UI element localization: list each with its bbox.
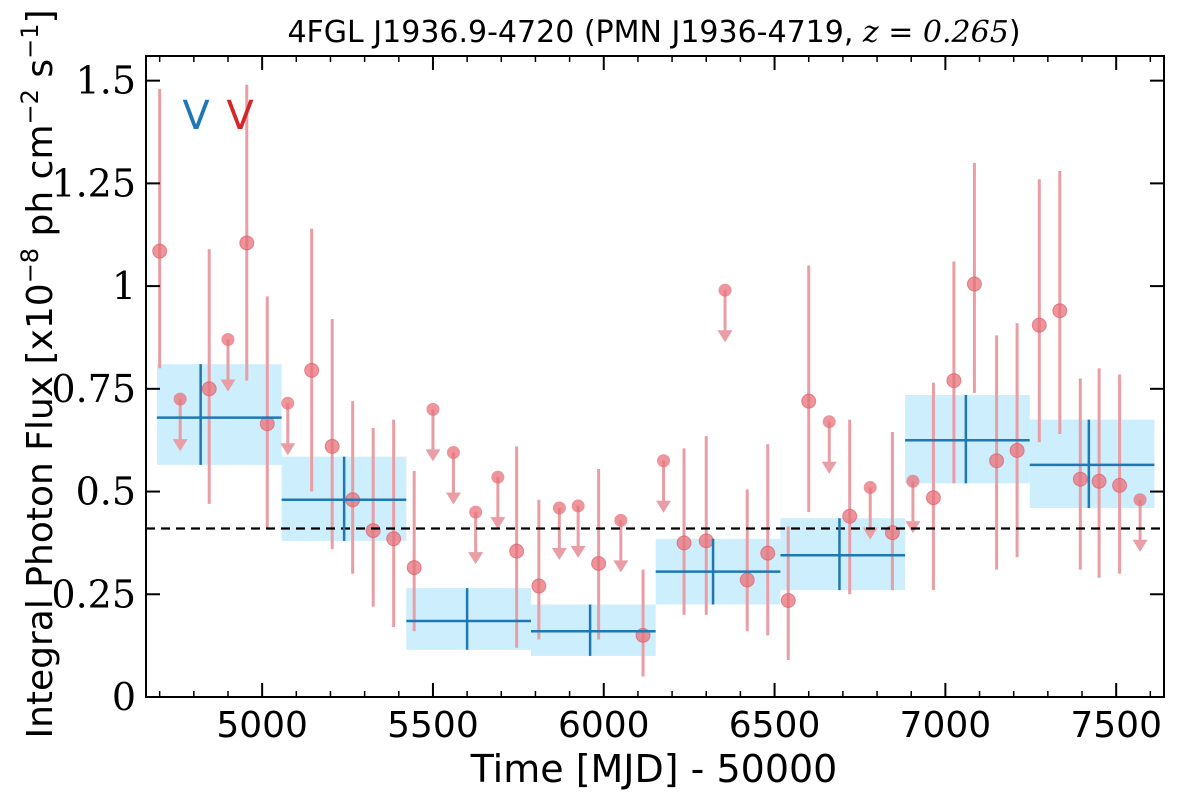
y-tick-label-2: 0.5 — [76, 470, 136, 514]
upper-limit-arrow-1 — [220, 379, 236, 392]
upper-limit-arrow-7 — [551, 547, 567, 560]
x-axis-label: Time [MJD] - 50000 — [470, 747, 838, 791]
x-axis: 5000 5500 6000 6500 7000 7500 — [158, 56, 1162, 746]
data-point-25 — [989, 453, 1005, 469]
data-point-8 — [386, 531, 402, 547]
marker-v-blue: V — [182, 93, 210, 139]
x-tick-label-1: 5500 — [387, 705, 479, 746]
plot-frame — [145, 55, 1165, 698]
y-tick-label-3: 0.75 — [51, 367, 136, 411]
upper-limit-point-5 — [469, 505, 483, 519]
data-point-16 — [739, 572, 755, 588]
x-tick-label-5: 7500 — [1070, 705, 1162, 746]
plot-area — [146, 84, 1164, 677]
data-point-7 — [365, 523, 381, 539]
data-point-3 — [259, 416, 275, 432]
data-point-19 — [801, 393, 817, 409]
upper-limit-arrow-8 — [570, 545, 586, 558]
upper-limit-arrow-0 — [172, 439, 188, 452]
y-tick-label-4: 1 — [112, 264, 136, 308]
data-point-4 — [304, 362, 320, 378]
upper-limit-arrow-10 — [656, 500, 672, 513]
data-point-24 — [966, 276, 982, 292]
binned-box-0 — [156, 364, 282, 465]
upper-limit-arrow-6 — [490, 517, 506, 530]
upper-limit-arrow-14 — [905, 521, 921, 534]
x-tick-label-4: 7000 — [900, 705, 992, 746]
data-point-17 — [760, 545, 776, 561]
marker-v-red: V — [226, 93, 254, 139]
data-point-20 — [842, 508, 858, 524]
upper-limit-point-15 — [1133, 493, 1147, 507]
data-point-15 — [698, 533, 714, 549]
upper-limit-arrow-4 — [445, 492, 461, 505]
upper-limit-point-11 — [718, 283, 732, 297]
x-tick-label-2: 6000 — [558, 705, 650, 746]
binned-series — [156, 364, 1155, 656]
x-tick-label-3: 6500 — [729, 705, 821, 746]
y-axis: 0 0.25 0.5 0.75 1 1.25 1.5 — [51, 59, 1164, 719]
y-tick-label-0: 0 — [112, 675, 136, 719]
data-point-30 — [1091, 473, 1107, 489]
upper-limit-arrow-15 — [1132, 539, 1148, 552]
upper-limit-point-13 — [863, 480, 877, 494]
data-point-26 — [1009, 442, 1025, 458]
data-point-23 — [946, 373, 962, 389]
upper-limit-point-3 — [426, 402, 440, 416]
upper-limit-arrow-9 — [613, 560, 629, 573]
data-point-22 — [925, 490, 941, 506]
upper-limits-series — [172, 283, 1148, 573]
y-tick-label-6: 1.5 — [76, 59, 136, 103]
data-point-0 — [152, 243, 168, 259]
y-axis-label: Integral Photon Flux [x10−8 ph cm−2 s−1] — [16, 9, 61, 738]
data-point-27 — [1031, 317, 1047, 333]
point-errorbars — [158, 84, 1122, 677]
y-tick-label-5: 1.25 — [51, 161, 136, 205]
upper-limit-arrow-12 — [821, 461, 837, 474]
upper-limit-point-4 — [446, 446, 460, 460]
upper-limit-point-10 — [657, 454, 671, 468]
data-point-1 — [201, 381, 217, 397]
upper-limit-point-1 — [221, 333, 235, 347]
upper-limit-point-8 — [571, 499, 585, 513]
upper-limit-arrow-2 — [280, 443, 296, 456]
upper-limit-arrow-3 — [425, 449, 441, 462]
upper-limit-point-6 — [491, 470, 505, 484]
data-point-29 — [1072, 471, 1088, 487]
upper-limit-point-7 — [552, 501, 566, 515]
upper-limit-point-0 — [173, 392, 187, 406]
chart-title: 4FGL J1936.9-4720 (PMN J1936-4719, z = 0… — [287, 15, 1020, 50]
data-point-14 — [676, 535, 692, 551]
data-point-31 — [1112, 477, 1128, 493]
data-point-11 — [531, 578, 547, 594]
data-point-9 — [406, 560, 422, 576]
upper-limit-point-12 — [822, 415, 836, 429]
upper-limit-arrow-13 — [862, 527, 878, 540]
upper-limit-arrow-11 — [717, 330, 733, 343]
binned-box-2 — [406, 588, 531, 650]
data-point-28 — [1052, 303, 1068, 319]
upper-limit-arrow-5 — [468, 552, 484, 565]
data-point-12 — [591, 555, 607, 571]
upper-limit-point-2 — [281, 396, 295, 410]
x-tick-label-0: 5000 — [216, 705, 308, 746]
data-point-5 — [324, 438, 340, 454]
y-tick-label-1: 0.25 — [51, 572, 136, 616]
upper-limit-point-14 — [906, 474, 920, 488]
data-point-10 — [509, 543, 525, 559]
upper-limit-point-9 — [614, 513, 628, 527]
binned-crosses — [156, 364, 1155, 656]
data-point-18 — [780, 592, 796, 608]
data-point-2 — [239, 235, 255, 251]
